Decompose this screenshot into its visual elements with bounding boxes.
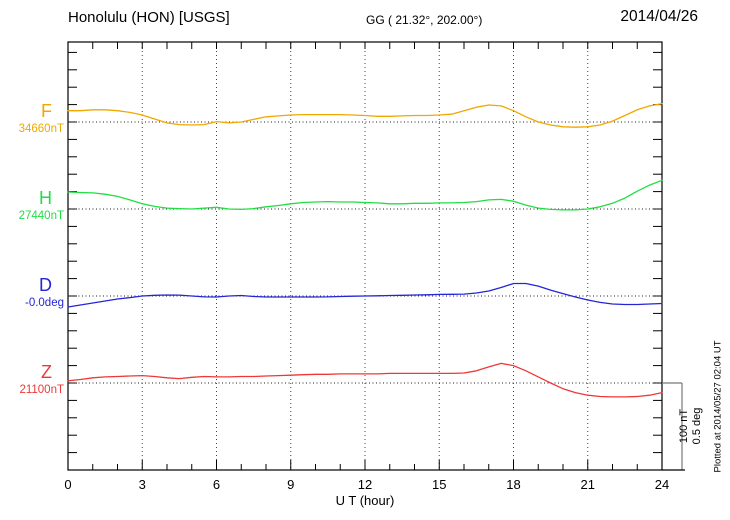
trace-h [67, 179, 663, 211]
trace-basevalue-d: -0.0deg [24, 297, 64, 309]
hour-label-0: 0 [64, 477, 72, 492]
trace-f [67, 103, 663, 128]
hour-label-15: 15 [432, 477, 447, 492]
trace-label-f: F 34660nT [0, 101, 64, 136]
trace-letter-h: H [39, 188, 52, 208]
trace-z [67, 362, 663, 398]
trace-label-h: H 27440nT [0, 188, 64, 223]
trace-baselines [68, 121, 682, 384]
scale-bar-labels: 100 nT 0.5 deg [678, 398, 706, 454]
hour-label-21: 21 [580, 477, 595, 492]
trace-letter-f: F [41, 101, 52, 121]
hour-label-3: 3 [138, 477, 146, 492]
trace-basevalue-z: 21100nT [19, 384, 64, 396]
x-gridlines [141, 43, 589, 469]
hour-label-9: 9 [287, 477, 295, 492]
trace-label-d: D -0.0deg [0, 275, 64, 310]
hour-label-18: 18 [506, 477, 521, 492]
station-title: Honolulu (HON) [USGS] [68, 9, 230, 26]
geographic-coordinates: GG ( 21.32°, 202.00°) [366, 13, 483, 27]
y-ticks [68, 51, 662, 454]
trace-basevalue-h: 27440nT [18, 210, 64, 222]
trace-basevalue-f: 34660nT [18, 123, 64, 135]
scale-bar [662, 382, 685, 471]
trace-d [67, 282, 663, 308]
trace-letter-z: Z [41, 362, 52, 382]
hour-label-24: 24 [654, 477, 670, 492]
scale-bar-nt-label: 100 nT [678, 408, 690, 444]
plotted-at-note: Plotted at 2014/05/27 02:04 UT [712, 340, 724, 473]
trace-label-z: Z 21100nT [0, 362, 64, 397]
observation-date: 2014/04/26 [620, 8, 698, 25]
hour-label-12: 12 [357, 477, 373, 492]
hour-label-6: 6 [212, 477, 221, 492]
x-ticks [67, 42, 663, 470]
trace-letter-d: D [39, 275, 52, 295]
scale-bar-deg-label: 0.5 deg [691, 407, 703, 445]
x-axis-title: U T (hour) [335, 493, 395, 508]
